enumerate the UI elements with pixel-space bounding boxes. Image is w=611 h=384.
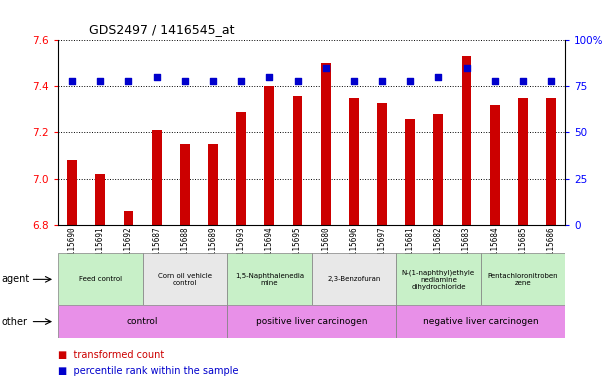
Text: negative liver carcinogen: negative liver carcinogen bbox=[423, 317, 538, 326]
Point bbox=[377, 78, 387, 84]
Text: Pentachloronitroben
zene: Pentachloronitroben zene bbox=[488, 273, 558, 286]
Point bbox=[95, 78, 105, 84]
Point bbox=[123, 78, 133, 84]
Bar bbox=[396, 253, 481, 305]
Text: ■  transformed count: ■ transformed count bbox=[58, 350, 164, 360]
Text: other: other bbox=[2, 316, 28, 327]
Text: GSM115684: GSM115684 bbox=[490, 226, 499, 268]
Bar bbox=[142, 253, 227, 305]
Bar bbox=[58, 253, 142, 305]
Bar bbox=[377, 103, 387, 225]
Text: ■  percentile rank within the sample: ■ percentile rank within the sample bbox=[58, 366, 238, 376]
Bar bbox=[58, 305, 227, 338]
Text: GSM115685: GSM115685 bbox=[518, 226, 527, 268]
Bar bbox=[312, 253, 396, 305]
Text: GSM115683: GSM115683 bbox=[462, 226, 471, 268]
Point bbox=[67, 78, 77, 84]
Point bbox=[265, 74, 274, 80]
Bar bbox=[123, 211, 133, 225]
Bar bbox=[481, 253, 565, 305]
Text: GSM115680: GSM115680 bbox=[321, 226, 330, 268]
Bar bbox=[433, 114, 444, 225]
Point bbox=[180, 78, 189, 84]
Bar bbox=[95, 174, 105, 225]
Text: 1,5-Naphthalenedia
mine: 1,5-Naphthalenedia mine bbox=[235, 273, 304, 286]
Point bbox=[462, 65, 472, 71]
Bar bbox=[405, 119, 415, 225]
Bar bbox=[180, 144, 190, 225]
Text: GSM115693: GSM115693 bbox=[236, 226, 246, 268]
Text: GSM115682: GSM115682 bbox=[434, 226, 443, 268]
Bar bbox=[208, 144, 218, 225]
Point bbox=[405, 78, 415, 84]
Text: GSM115691: GSM115691 bbox=[96, 226, 105, 268]
Bar bbox=[265, 86, 274, 225]
Bar bbox=[236, 112, 246, 225]
Text: GSM115690: GSM115690 bbox=[68, 226, 76, 268]
Text: GSM115692: GSM115692 bbox=[124, 226, 133, 268]
Point bbox=[236, 78, 246, 84]
Bar bbox=[227, 305, 396, 338]
Text: Corn oil vehicle
control: Corn oil vehicle control bbox=[158, 273, 212, 286]
Text: control: control bbox=[127, 317, 158, 326]
Text: GSM115697: GSM115697 bbox=[378, 226, 387, 268]
Text: Feed control: Feed control bbox=[79, 276, 122, 282]
Text: GSM115681: GSM115681 bbox=[406, 226, 415, 268]
Bar bbox=[67, 160, 77, 225]
Bar bbox=[227, 253, 312, 305]
Point bbox=[293, 78, 302, 84]
Text: GSM115687: GSM115687 bbox=[152, 226, 161, 268]
Text: positive liver carcinogen: positive liver carcinogen bbox=[256, 317, 367, 326]
Bar bbox=[293, 96, 302, 225]
Bar bbox=[490, 105, 500, 225]
Point bbox=[518, 78, 528, 84]
Point bbox=[208, 78, 218, 84]
Text: GSM115688: GSM115688 bbox=[180, 226, 189, 268]
Point bbox=[152, 74, 161, 80]
Text: GSM115686: GSM115686 bbox=[547, 226, 555, 268]
Point bbox=[321, 65, 331, 71]
Bar bbox=[462, 56, 472, 225]
Text: GSM115694: GSM115694 bbox=[265, 226, 274, 268]
Text: N-(1-naphthyl)ethyle
nediamine
dihydrochloride: N-(1-naphthyl)ethyle nediamine dihydroch… bbox=[402, 269, 475, 290]
Text: GSM115695: GSM115695 bbox=[293, 226, 302, 268]
Bar bbox=[152, 130, 161, 225]
Bar bbox=[518, 98, 528, 225]
Point bbox=[349, 78, 359, 84]
Text: agent: agent bbox=[2, 274, 30, 285]
Text: GSM115696: GSM115696 bbox=[349, 226, 359, 268]
Bar bbox=[396, 305, 565, 338]
Text: GSM115689: GSM115689 bbox=[208, 226, 218, 268]
Text: GDS2497 / 1416545_at: GDS2497 / 1416545_at bbox=[89, 23, 234, 36]
Point bbox=[434, 74, 444, 80]
Bar bbox=[321, 63, 331, 225]
Text: 2,3-Benzofuran: 2,3-Benzofuran bbox=[327, 276, 381, 282]
Point bbox=[490, 78, 500, 84]
Point bbox=[546, 78, 556, 84]
Bar bbox=[349, 98, 359, 225]
Bar bbox=[546, 98, 556, 225]
